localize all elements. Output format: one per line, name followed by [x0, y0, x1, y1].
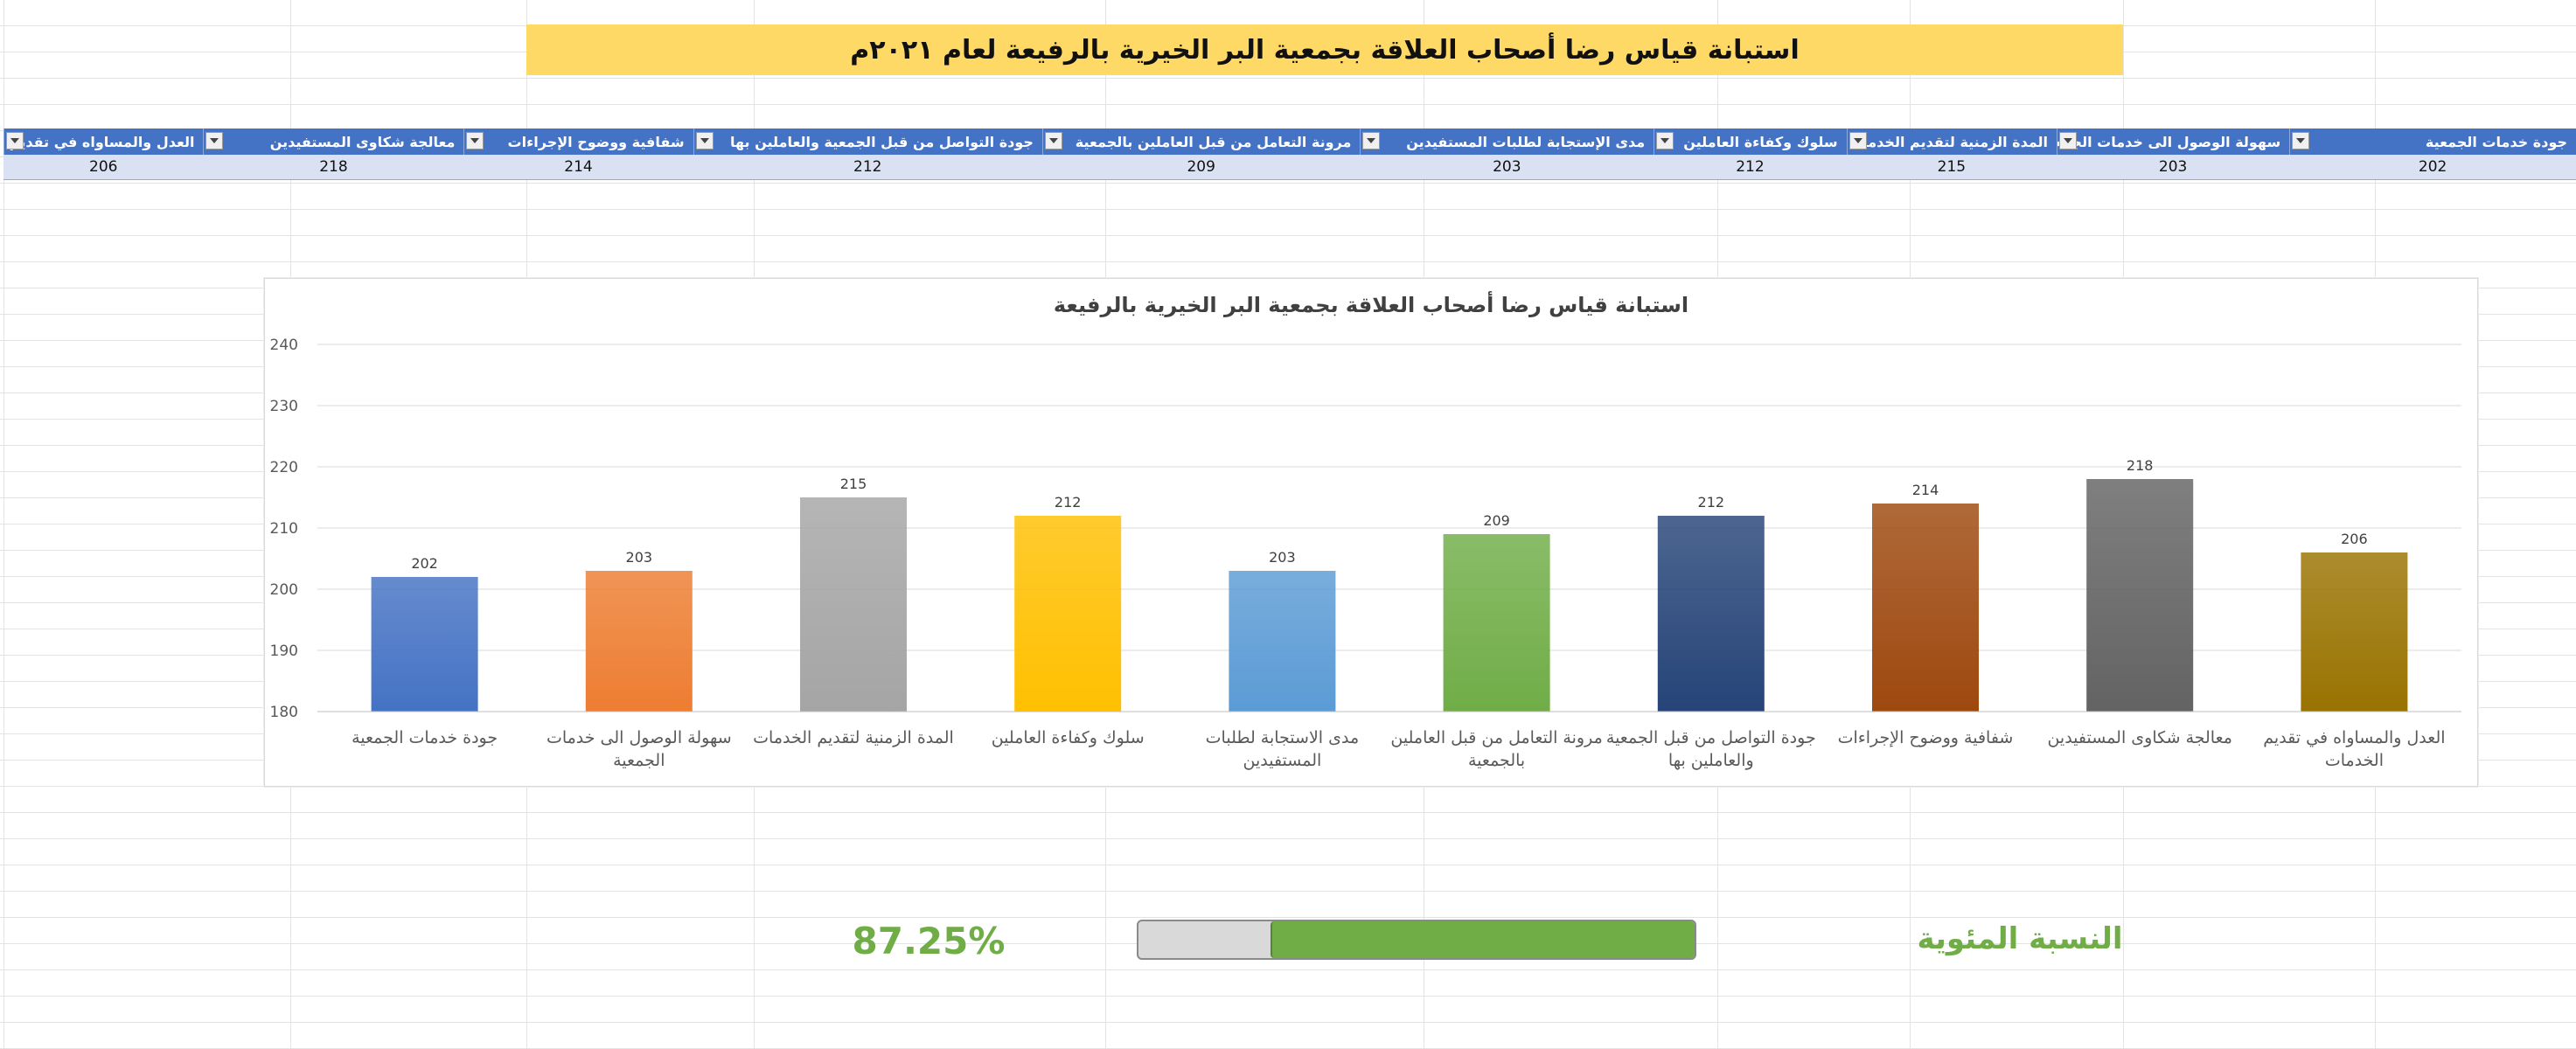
table-header-label: العدل والمساواه في تقديم الخدمات [4, 133, 195, 150]
x-tick-label: بالجمعية [1468, 751, 1525, 770]
table-cell: 203 [1493, 158, 1521, 176]
bar[interactable] [585, 571, 693, 712]
filter-dropdown-icon[interactable] [2292, 132, 2310, 149]
filter-dropdown-icon[interactable] [205, 132, 224, 149]
bar[interactable] [1229, 571, 1336, 712]
data-table: العدل والمساواه في تقديم الخدمات معالجة ش… [3, 129, 2576, 180]
progress-bar-fill [1271, 921, 1695, 958]
table-header-label: جودة التواصل من قبل الجمعية والعاملين به… [729, 133, 1034, 150]
data-label: 212 [1698, 494, 1725, 511]
y-tick-label: 190 [270, 643, 298, 660]
table-header-cell: سلوك وكفاءة العاملين [1654, 129, 1847, 155]
filter-dropdown-icon[interactable] [1656, 132, 1674, 149]
x-tick-label: العدل والمساواه في تقديم [2263, 728, 2445, 747]
bar[interactable] [2086, 479, 2194, 712]
table-header-cell: شفافية ووضوح الإجراءات [463, 129, 693, 155]
table-header-label: سهولة الوصول الى خدمات الجمعية [2057, 133, 2281, 150]
x-tick-label: جودة التواصل من قبل الجمعية [1606, 728, 1816, 747]
y-tick-label: 210 [270, 520, 298, 538]
page-title: استبانة قياس رضا أصحاب العلاقة بجمعية ال… [526, 24, 2123, 75]
y-tick-label: 180 [270, 704, 298, 721]
filter-dropdown-icon[interactable] [1848, 132, 1867, 149]
table-cell: 203 [2158, 158, 2188, 176]
x-tick-label: جودة خدمات الجمعية [352, 728, 498, 747]
table-header-row: العدل والمساواه في تقديم الخدمات معالجة ش… [3, 129, 2576, 155]
table-header-cell: المدة الزمنية لتقديم الخدمات [1846, 129, 2057, 155]
bar[interactable] [2301, 552, 2408, 712]
data-label: 206 [2341, 531, 2368, 547]
x-tick-label: المدة الزمنية لتقديم الخدمات [753, 728, 954, 747]
table-cell: 209 [1187, 158, 1215, 176]
x-tick-label: والعاملين بها [1668, 751, 1754, 770]
data-label: 209 [1483, 512, 1510, 529]
table-cell: 215 [1937, 158, 1967, 176]
table-header-label: جودة خدمات الجمعية [2425, 133, 2567, 150]
table-header-label: مدى الإستجابة لطلبات المستفيدين [1406, 133, 1646, 150]
x-tick-label: مرونة التعامل من قبل العاملين [1390, 728, 1602, 747]
table-cell: 214 [564, 158, 593, 176]
x-tick-label: معالجة شكاوى المستفيدين [2047, 728, 2232, 747]
y-tick-label: 240 [270, 337, 298, 354]
x-tick-label: الخدمات [2325, 751, 2384, 770]
table-cell: 218 [319, 158, 348, 176]
x-tick-label: مدى الاستجابة لطلبات [1206, 728, 1359, 747]
sheet-column-line [3, 0, 4, 1049]
chart-svg: استبانة قياس رضا أصحاب العلاقة بجمعية ال… [270, 291, 2461, 770]
x-tick-label: سلوك وكفاءة العاملين [992, 728, 1145, 747]
progress-section: 87.25% النسبة المئوية [0, 900, 2576, 988]
filter-dropdown-icon[interactable] [6, 132, 24, 149]
table-cell: 212 [1736, 158, 1765, 176]
data-label: 218 [2127, 457, 2154, 474]
bar[interactable] [371, 577, 478, 712]
filter-dropdown-icon[interactable] [695, 132, 714, 149]
bar[interactable] [800, 497, 907, 712]
table-row: 206 218 214 212 209 203 212 215 203 202 [3, 155, 2576, 180]
bar[interactable] [1872, 504, 1979, 712]
x-tick-label: المستفيدين [1243, 751, 1321, 770]
bar-chart[interactable]: استبانة قياس رضا أصحاب العلاقة بجمعية ال… [264, 278, 2478, 787]
data-label: 202 [411, 555, 438, 572]
filter-dropdown-icon[interactable] [1044, 132, 1062, 149]
table-cell: 202 [2418, 158, 2447, 176]
table-header-cell: معالجة شكاوى المستفيدين [203, 129, 463, 155]
table-header-cell: جودة التواصل من قبل الجمعية والعاملين به… [693, 129, 1042, 155]
table-header-label: شفافية ووضوح الإجراءات [507, 133, 685, 150]
percentage-label: النسبة المئوية [1917, 921, 2123, 956]
y-tick-label: 220 [270, 459, 298, 476]
bar[interactable] [1657, 516, 1765, 712]
table-header-label: سلوك وكفاءة العاملين [1683, 133, 1838, 150]
y-tick-label: 230 [270, 398, 298, 415]
data-label: 214 [1912, 482, 1939, 498]
x-tick-label: سهولة الوصول الى خدمات [547, 728, 732, 747]
progress-bar [1137, 920, 1696, 960]
filter-dropdown-icon[interactable] [2059, 132, 2078, 149]
table-header-label: المدة الزمنية لتقديم الخدمات [1848, 133, 2049, 150]
table-header-cell: مرونة التعامل من قبل العاملين بالجمعية [1041, 129, 1361, 155]
bar[interactable] [1443, 534, 1550, 712]
percentage-value: 87.25% [852, 920, 1006, 962]
filter-dropdown-icon[interactable] [1362, 132, 1381, 149]
data-label: 203 [1269, 549, 1296, 566]
data-label: 212 [1055, 494, 1082, 511]
data-label: 215 [840, 476, 867, 492]
y-tick-label: 200 [270, 581, 298, 599]
bar[interactable] [1014, 516, 1122, 712]
table-header-cell: مدى الإستجابة لطلبات المستفيدين [1360, 129, 1654, 155]
table-cell: 212 [853, 158, 882, 176]
table-header-cell: جودة خدمات الجمعية [2289, 129, 2576, 155]
filter-dropdown-icon[interactable] [466, 132, 484, 149]
table-header-cell: سهولة الوصول الى خدمات الجمعية [2057, 129, 2289, 155]
x-tick-label: شفافية ووضوح الإجراءات [1838, 728, 2014, 747]
x-tick-label: الجمعية [613, 751, 665, 770]
table-header-label: مرونة التعامل من قبل العاملين بالجمعية [1075, 133, 1352, 150]
chart-title: استبانة قياس رضا أصحاب العلاقة بجمعية ال… [1054, 291, 1688, 317]
table-cell: 206 [89, 158, 118, 176]
data-label: 203 [626, 549, 653, 566]
table-header-cell: العدل والمساواه في تقديم الخدمات [3, 129, 203, 155]
table-header-label: معالجة شكاوى المستفيدين [269, 133, 456, 150]
